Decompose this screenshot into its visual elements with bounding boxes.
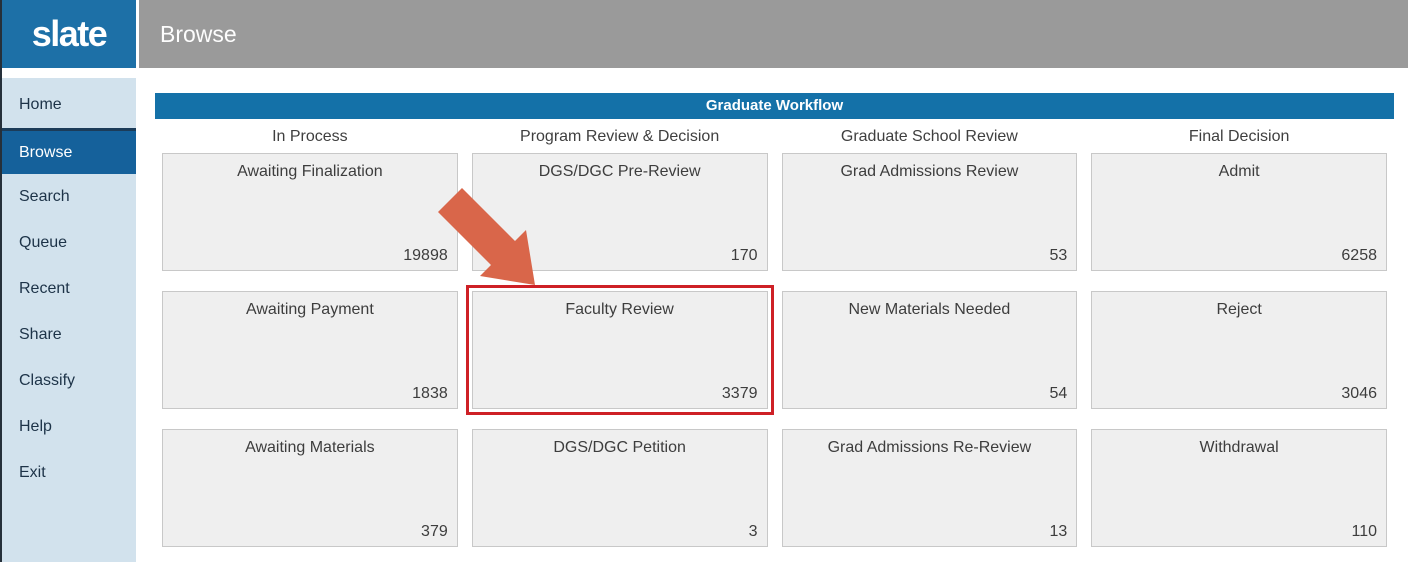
board-grid: Awaiting Finalization 19898 Awaiting Pay… [155, 153, 1394, 567]
card-label: Grad Admissions Review [840, 163, 1019, 180]
sidebar: Home Browse Search Queue Recent Share Cl… [2, 78, 136, 562]
card-label: DGS/DGC Petition [553, 439, 686, 456]
card-count: 6258 [1341, 247, 1377, 264]
column-header-final-decision: Final Decision [1188, 128, 1290, 145]
card-count: 1838 [412, 385, 448, 402]
card-count: 13 [1049, 523, 1068, 540]
card-count: 110 [1351, 523, 1377, 540]
column-program-review: DGS/DGC Pre-Review 170 Faculty Review 33… [465, 153, 775, 567]
card-label: Awaiting Finalization [237, 163, 383, 180]
column-header-program-review: Program Review & Decision [520, 128, 720, 145]
card-count: 170 [730, 247, 758, 264]
card-dgs-dgc-petition[interactable]: DGS/DGC Petition 3 [471, 429, 768, 547]
card-count: 54 [1049, 385, 1068, 402]
card-dgs-dgc-pre-review[interactable]: DGS/DGC Pre-Review 170 [471, 153, 768, 271]
card-label: Awaiting Payment [245, 301, 374, 318]
card-label: Admit [1218, 163, 1260, 180]
card-count: 3 [748, 523, 758, 540]
sidebar-item-browse[interactable]: Browse [2, 128, 136, 174]
sidebar-item-help[interactable]: Help [19, 418, 52, 435]
card-label: DGS/DGC Pre-Review [538, 163, 701, 180]
card-label: Awaiting Materials [245, 439, 375, 456]
column-grad-school-review: Grad Admissions Review 53 New Materials … [775, 153, 1085, 567]
card-label: Withdrawal [1199, 439, 1279, 456]
card-awaiting-materials[interactable]: Awaiting Materials 379 [162, 429, 458, 547]
card-count: 3379 [721, 385, 758, 402]
column-header-grad-school-review: Graduate School Review [840, 128, 1018, 145]
card-awaiting-payment[interactable]: Awaiting Payment 1838 [162, 291, 458, 409]
sidebar-item-queue[interactable]: Queue [19, 234, 68, 251]
sidebar-item-search[interactable]: Search [19, 188, 70, 205]
top-bar: Browse [139, 0, 1408, 68]
card-new-materials-needed[interactable]: New Materials Needed 54 [781, 291, 1078, 409]
card-count: 19898 [403, 247, 448, 264]
sidebar-item-exit[interactable]: Exit [19, 464, 46, 481]
sidebar-item-share[interactable]: Share [19, 326, 62, 343]
card-reject[interactable]: Reject 3046 [1091, 291, 1387, 409]
card-count: 3046 [1341, 385, 1377, 402]
card-label: New Materials Needed [848, 301, 1011, 318]
card-label: Faculty Review [565, 301, 674, 318]
card-count: 379 [421, 523, 448, 540]
card-withdrawal[interactable]: Withdrawal 110 [1091, 429, 1387, 547]
card-label: Reject [1216, 301, 1262, 318]
sidebar-item-classify[interactable]: Classify [19, 372, 76, 389]
app-logo[interactable]: slate [2, 0, 136, 68]
card-grad-admissions-review[interactable]: Grad Admissions Review 53 [781, 153, 1078, 271]
column-headers: In Process Program Review & Decision Gra… [155, 119, 1394, 153]
sidebar-item-home[interactable]: Home [19, 96, 62, 113]
card-admit[interactable]: Admit 6258 [1091, 153, 1387, 271]
card-count: 53 [1049, 247, 1068, 264]
page-title: Browse [160, 20, 237, 47]
card-awaiting-finalization[interactable]: Awaiting Finalization 19898 [162, 153, 458, 271]
board-title: Graduate Workflow [155, 93, 1394, 119]
card-faculty-review[interactable]: Faculty Review 3379 [465, 285, 774, 415]
column-in-process: Awaiting Finalization 19898 Awaiting Pay… [155, 153, 465, 567]
card-grad-admissions-re-review[interactable]: Grad Admissions Re-Review 13 [781, 429, 1078, 547]
slate-logo-text: slate [31, 13, 108, 54]
column-header-in-process: In Process [272, 128, 348, 145]
card-label: Grad Admissions Re-Review [827, 439, 1032, 456]
workflow-board: Graduate Workflow In Process Program Rev… [155, 93, 1394, 567]
sidebar-item-recent[interactable]: Recent [19, 280, 70, 297]
column-final-decision: Admit 6258 Reject 3046 Withdrawal 110 [1084, 153, 1394, 567]
